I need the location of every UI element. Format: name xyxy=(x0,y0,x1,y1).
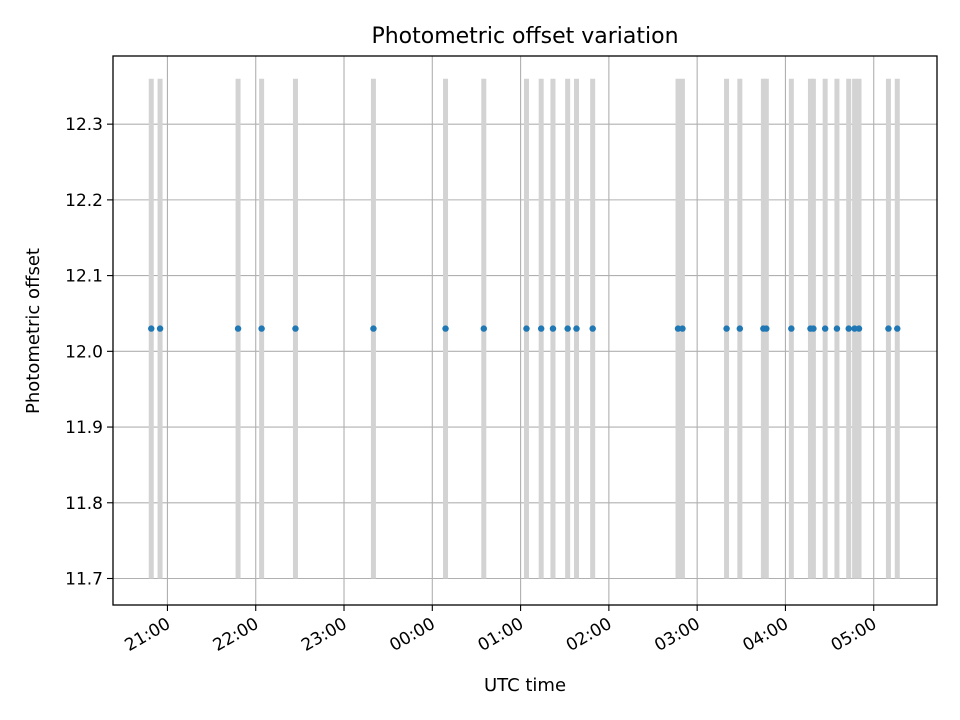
data-point xyxy=(851,325,858,332)
x-tick-label: 01:00 xyxy=(475,614,527,656)
data-point xyxy=(442,325,449,332)
data-point xyxy=(679,325,686,332)
data-point xyxy=(370,325,377,332)
data-point xyxy=(736,325,744,332)
data-point xyxy=(573,325,580,332)
y-axis-label: Photometric offset xyxy=(23,248,44,414)
y-tick-label: 12.1 xyxy=(65,267,103,287)
x-tick-label: 21:00 xyxy=(122,614,174,656)
data-point xyxy=(723,325,730,332)
data-point xyxy=(537,325,545,332)
x-axis-ticks: 21:00 22:00 23:00 00:00 01:00 02:00 03:00 04:00… xyxy=(122,605,880,656)
data-point xyxy=(763,325,770,332)
y-tick-label: 11.9 xyxy=(65,418,103,438)
data-point xyxy=(885,325,892,332)
data-point xyxy=(549,325,557,332)
data-point xyxy=(258,325,265,332)
x-axis-label: UTC time xyxy=(484,675,566,696)
x-tick-label: 02:00 xyxy=(563,614,615,656)
data-point xyxy=(234,325,242,332)
data-point xyxy=(523,325,530,332)
data-point xyxy=(845,325,852,332)
y-tick-label: 11.8 xyxy=(65,494,103,514)
x-tick-label: 04:00 xyxy=(740,614,792,656)
data-point xyxy=(821,325,829,332)
data-point xyxy=(292,325,299,332)
x-tick-label: 00:00 xyxy=(386,614,438,656)
data-point xyxy=(564,325,571,332)
y-tick-label: 12.3 xyxy=(65,115,103,135)
y-tick-label: 12.2 xyxy=(65,191,103,211)
data-point xyxy=(156,325,164,332)
y-tick-label: 11.7 xyxy=(65,569,103,589)
x-tick-label: 03:00 xyxy=(651,614,703,656)
data-point xyxy=(674,325,682,332)
data-point xyxy=(894,325,901,332)
chart-title: Photometric offset variation xyxy=(371,24,678,49)
data-point xyxy=(833,325,841,332)
x-tick-label: 23:00 xyxy=(298,614,350,656)
data-point xyxy=(148,325,155,332)
data-point xyxy=(788,325,795,332)
data-point xyxy=(810,325,817,332)
plot-frame xyxy=(112,55,938,606)
y-axis-ticks: 11.7 11.8 11.9 12.0 12.1 12.2 12.3 xyxy=(65,115,113,589)
y-tick-label: 12.0 xyxy=(65,342,103,362)
data-points xyxy=(148,325,901,332)
data-point xyxy=(589,325,596,332)
data-point xyxy=(855,325,863,332)
data-point xyxy=(480,325,487,332)
x-tick-label: 05:00 xyxy=(828,614,880,656)
x-tick-label: 22:00 xyxy=(210,614,262,656)
